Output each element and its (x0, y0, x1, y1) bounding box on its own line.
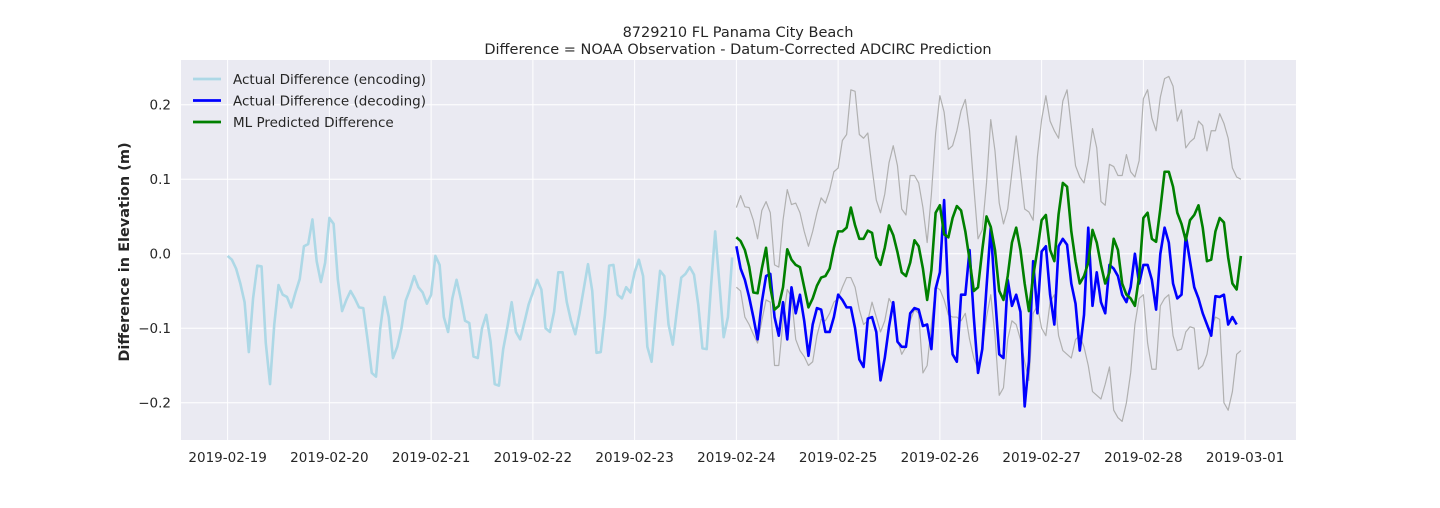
y-tick-label: 0.2 (150, 98, 171, 114)
band-upper-line (735, 75, 1242, 268)
x-tick-label: 2019-02-25 (799, 450, 877, 466)
legend-label: ML Predicted Difference (233, 115, 394, 131)
x-tick-label: 2019-02-22 (494, 450, 572, 466)
y-tick-label: −0.2 (138, 396, 171, 412)
chart-subtitle: Difference = NOAA Observation - Datum-Co… (484, 42, 991, 58)
x-tick-label: 2019-02-26 (901, 450, 979, 466)
x-axis-ticks: 2019-02-19 2019-02-20 2019-02-21 2019-02-22… (188, 450, 1284, 466)
y-axis-ticks: −0.2 −0.1 0.0 0.1 0.2 (138, 98, 171, 412)
series-group (226, 75, 1243, 422)
legend: Actual Difference (encoding) Actual Diffe… (193, 72, 426, 131)
y-tick-label: 0.0 (150, 247, 171, 263)
legend-label: Actual Difference (decoding) (233, 94, 426, 110)
x-tick-label: 2019-02-27 (1002, 450, 1080, 466)
y-tick-label: −0.1 (138, 321, 171, 337)
x-tick-label: 2019-03-01 (1206, 450, 1284, 466)
x-tick-label: 2019-02-24 (697, 450, 775, 466)
x-tick-label: 2019-02-23 (595, 450, 673, 466)
series-decoding-line (735, 198, 1238, 408)
y-axis-label: Difference in Elevation (m) (117, 142, 133, 361)
series-encoding-line (226, 216, 734, 387)
chart-title: 8729210 FL Panama City Beach (623, 25, 854, 41)
series-predicted-line (735, 170, 1243, 313)
legend-label: Actual Difference (encoding) (233, 72, 426, 88)
x-tick-label: 2019-02-19 (188, 450, 266, 466)
y-tick-label: 0.1 (150, 172, 171, 188)
x-tick-label: 2019-02-28 (1104, 450, 1182, 466)
x-tick-label: 2019-02-21 (392, 450, 470, 466)
band-lower-line (735, 276, 1242, 422)
x-tick-label: 2019-02-20 (290, 450, 368, 466)
